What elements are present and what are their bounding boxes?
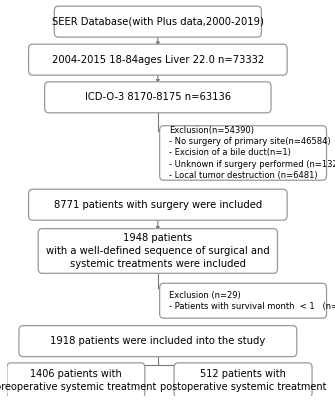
FancyBboxPatch shape [159,283,327,318]
FancyBboxPatch shape [7,363,145,398]
Text: Exclusion (n=29)
- Patients with survival month  < 1   (n=29): Exclusion (n=29) - Patients with surviva… [169,290,335,311]
Text: 1948 patients
with a well-defined sequence of surgical and
systemic treatments w: 1948 patients with a well-defined sequen… [46,233,270,269]
Text: 1406 patients with
preoperative systemic treatment: 1406 patients with preoperative systemic… [0,369,156,392]
FancyBboxPatch shape [45,82,271,113]
FancyBboxPatch shape [28,44,287,75]
Text: 512 patients with
postoperative systemic treatment: 512 patients with postoperative systemic… [160,369,326,392]
Text: 2004-2015 18-84ages Liver 22.0 n=73332: 2004-2015 18-84ages Liver 22.0 n=73332 [52,55,264,65]
Text: 1918 patients were included into the study: 1918 patients were included into the stu… [50,336,265,346]
FancyBboxPatch shape [159,126,327,180]
FancyBboxPatch shape [19,326,297,357]
FancyBboxPatch shape [38,229,277,273]
FancyBboxPatch shape [28,189,287,220]
Text: 8771 patients with surgery were included: 8771 patients with surgery were included [54,200,262,210]
Text: Exclusion(n=54390)
- No surgery of primary site(n=46584)
- Excision of a bile du: Exclusion(n=54390) - No surgery of prima… [169,126,335,180]
FancyBboxPatch shape [174,363,312,398]
Text: SEER Database(with Plus data,2000-2019): SEER Database(with Plus data,2000-2019) [52,17,264,27]
Text: ICD-O-3 8170-8175 n=63136: ICD-O-3 8170-8175 n=63136 [85,92,231,102]
FancyBboxPatch shape [54,6,261,37]
